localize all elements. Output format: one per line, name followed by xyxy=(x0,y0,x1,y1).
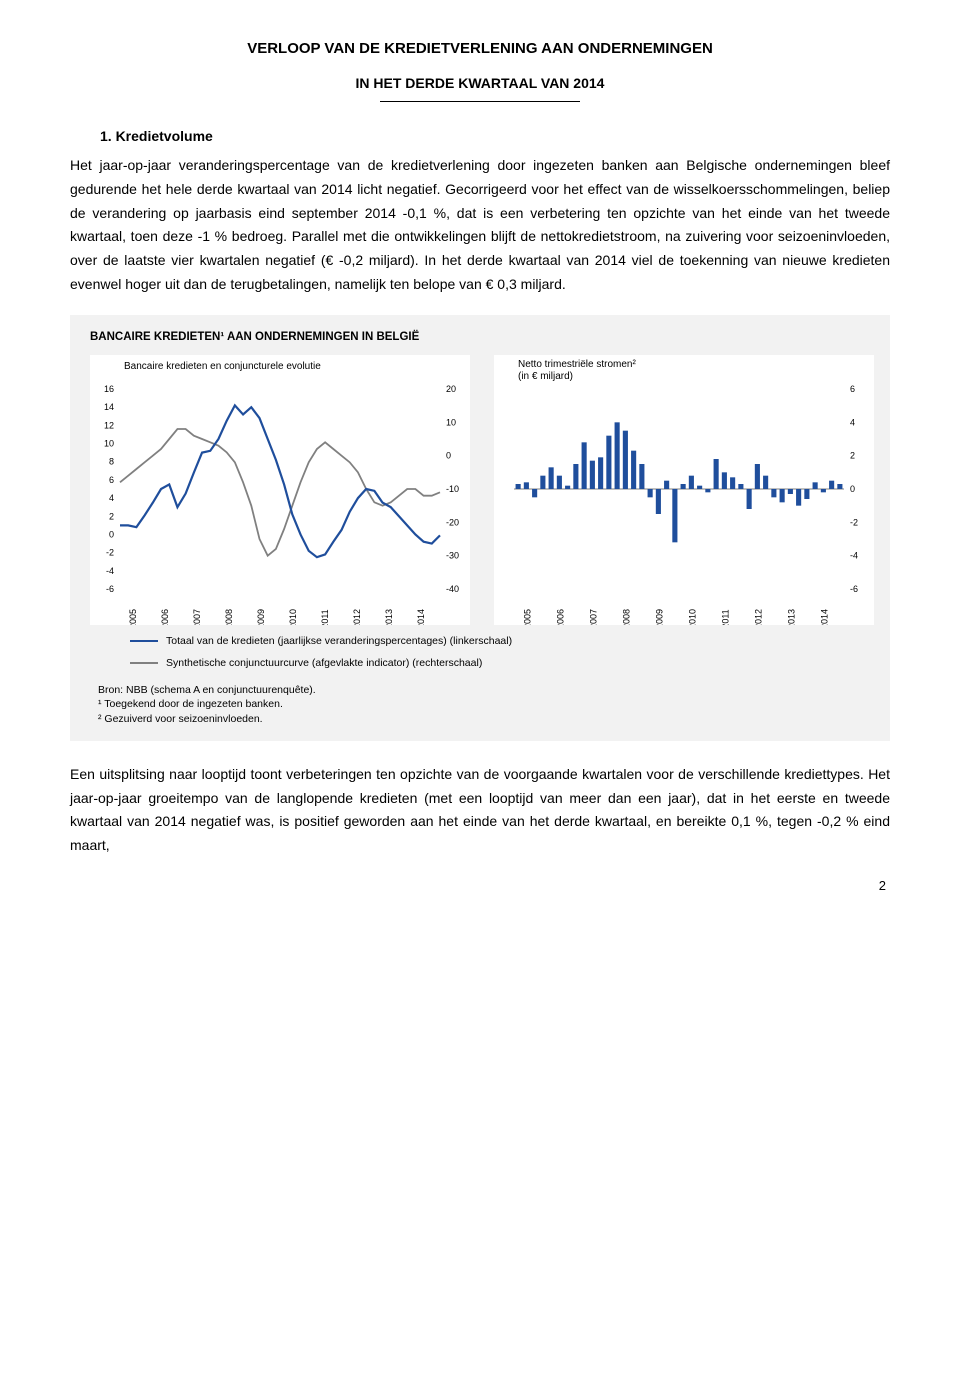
svg-text:2013: 2013 xyxy=(384,609,394,625)
svg-text:-6: -6 xyxy=(850,584,858,594)
svg-text:2005: 2005 xyxy=(523,609,533,625)
svg-text:2008: 2008 xyxy=(622,609,632,625)
svg-text:10: 10 xyxy=(446,417,456,427)
svg-text:2006: 2006 xyxy=(160,609,170,625)
svg-text:-4: -4 xyxy=(106,566,114,576)
svg-text:0: 0 xyxy=(446,450,451,460)
svg-text:2012: 2012 xyxy=(352,609,362,625)
svg-text:Bancaire kredieten en conjunct: Bancaire kredieten en conjuncturele evol… xyxy=(124,361,321,372)
legend-swatch-blue xyxy=(130,640,158,642)
bar-chart: Netto trimestriële stromen²(in € miljard… xyxy=(494,355,874,625)
page-number: 2 xyxy=(70,878,890,893)
svg-text:-4: -4 xyxy=(850,550,858,560)
divider xyxy=(380,101,580,102)
legend-swatch-grey xyxy=(130,662,158,664)
paragraph-1: Het jaar-op-jaar veranderingspercentage … xyxy=(70,154,890,297)
paragraph-2: Een uitsplitsing naar looptijd toont ver… xyxy=(70,763,890,858)
svg-text:14: 14 xyxy=(104,402,114,412)
legend-item-1: Totaal van de kredieten (jaarlijkse vera… xyxy=(130,635,870,647)
svg-text:-2: -2 xyxy=(106,547,114,557)
svg-text:0: 0 xyxy=(850,484,855,494)
footnote-2: ² Gezuiverd voor seizoeninvloeden. xyxy=(98,712,870,727)
left-chart-panel: Bancaire kredieten en conjuncturele evol… xyxy=(90,355,470,625)
legend-label-1: Totaal van de kredieten (jaarlijkse vera… xyxy=(166,635,512,647)
svg-text:16: 16 xyxy=(104,384,114,394)
svg-text:(in € miljard): (in € miljard) xyxy=(518,371,573,382)
chart-block: BANCAIRE KREDIETEN¹ AAN ONDERNEMINGEN IN… xyxy=(70,315,890,741)
svg-text:2: 2 xyxy=(850,450,855,460)
svg-text:-30: -30 xyxy=(446,550,459,560)
svg-text:2009: 2009 xyxy=(655,609,665,625)
svg-text:2007: 2007 xyxy=(192,609,202,625)
svg-text:2005: 2005 xyxy=(128,609,138,625)
section-heading: 1. Kredietvolume xyxy=(100,128,890,144)
page-subtitle: IN HET DERDE KWARTAAL VAN 2014 xyxy=(70,75,890,91)
footnote-source: Bron: NBB (schema A en conjunctuurenquêt… xyxy=(98,683,870,698)
svg-text:6: 6 xyxy=(109,475,114,485)
svg-text:4: 4 xyxy=(850,417,855,427)
legend-item-2: Synthetische conjunctuurcurve (afgevlakt… xyxy=(130,657,870,669)
line-chart: Bancaire kredieten en conjuncturele evol… xyxy=(90,355,470,625)
svg-text:2014: 2014 xyxy=(820,609,830,625)
svg-text:12: 12 xyxy=(104,420,114,430)
chart-block-title: BANCAIRE KREDIETEN¹ AAN ONDERNEMINGEN IN… xyxy=(90,331,870,343)
svg-text:2013: 2013 xyxy=(787,609,797,625)
svg-text:-10: -10 xyxy=(446,484,459,494)
svg-text:-2: -2 xyxy=(850,517,858,527)
svg-text:2011: 2011 xyxy=(721,609,731,625)
svg-text:0: 0 xyxy=(109,529,114,539)
svg-text:2012: 2012 xyxy=(754,609,764,625)
svg-text:2: 2 xyxy=(109,511,114,521)
footnote-1: ¹ Toegekend door de ingezeten banken. xyxy=(98,697,870,712)
svg-text:2010: 2010 xyxy=(688,609,698,625)
svg-text:-6: -6 xyxy=(106,584,114,594)
page-title: VERLOOP VAN DE KREDIETVERLENING AAN ONDE… xyxy=(70,40,890,57)
legend-label-2: Synthetische conjunctuurcurve (afgevlakt… xyxy=(166,657,482,669)
right-chart-panel: Netto trimestriële stromen²(in € miljard… xyxy=(494,355,874,625)
svg-text:2011: 2011 xyxy=(320,609,330,625)
svg-text:8: 8 xyxy=(109,457,114,467)
svg-text:6: 6 xyxy=(850,384,855,394)
svg-text:20: 20 xyxy=(446,384,456,394)
svg-text:-20: -20 xyxy=(446,517,459,527)
svg-text:2014: 2014 xyxy=(416,609,426,625)
svg-text:2010: 2010 xyxy=(288,609,298,625)
svg-text:2006: 2006 xyxy=(556,609,566,625)
svg-text:Netto trimestriële stromen²: Netto trimestriële stromen² xyxy=(518,359,636,370)
svg-text:2009: 2009 xyxy=(256,609,266,625)
svg-text:-40: -40 xyxy=(446,584,459,594)
svg-text:10: 10 xyxy=(104,438,114,448)
chart-footnotes: Bron: NBB (schema A en conjunctuurenquêt… xyxy=(98,683,870,727)
svg-text:2008: 2008 xyxy=(224,609,234,625)
svg-text:2007: 2007 xyxy=(589,609,599,625)
svg-text:4: 4 xyxy=(109,493,114,503)
